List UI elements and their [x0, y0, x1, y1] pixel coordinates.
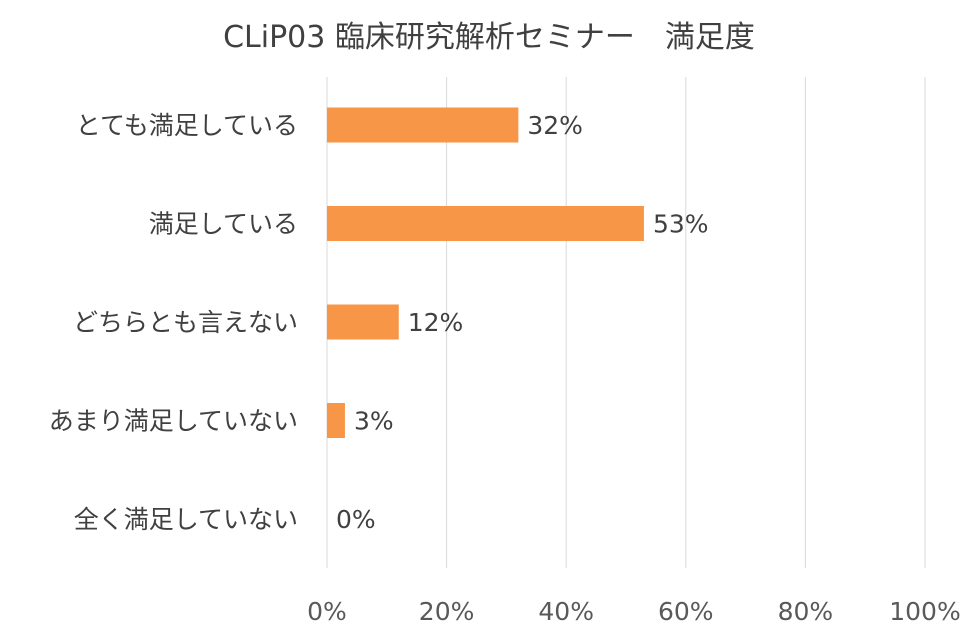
x-tick-labels: 0% 20% 40% 60% 80% 100% — [307, 597, 961, 626]
chart-title: CLiP03 臨床研究解析セミナー 満足度 — [223, 20, 755, 55]
x-tick-label: 20% — [419, 597, 475, 626]
x-tick-label: 60% — [658, 597, 714, 626]
category-labels: とても満足している満足しているどちらとも言えないあまり満足していない全く満足して… — [49, 111, 298, 534]
category-label: 全く満足していない — [74, 505, 298, 534]
data-labels: 32% 53% 12% 3% 0% — [336, 111, 709, 534]
x-tick-label: 0% — [307, 597, 347, 626]
data-label: 53% — [653, 210, 709, 239]
x-tick-label: 100% — [889, 597, 960, 626]
data-label: 3% — [354, 407, 394, 436]
category-label: 満足している — [149, 210, 298, 239]
bar — [327, 107, 519, 143]
data-label: 0% — [336, 505, 376, 534]
category-label: とても満足している — [76, 111, 298, 140]
category-label: あまり満足していない — [49, 407, 298, 436]
data-label: 12% — [408, 308, 464, 337]
category-label: どちらとも言えない — [73, 308, 298, 337]
bar — [327, 403, 345, 438]
bars — [327, 107, 644, 438]
x-tick-label: 40% — [538, 597, 594, 626]
gridlines — [326, 77, 926, 568]
data-label: 32% — [527, 111, 583, 140]
bar — [327, 304, 399, 340]
bar — [327, 206, 644, 241]
x-tick-label: 80% — [778, 597, 834, 626]
